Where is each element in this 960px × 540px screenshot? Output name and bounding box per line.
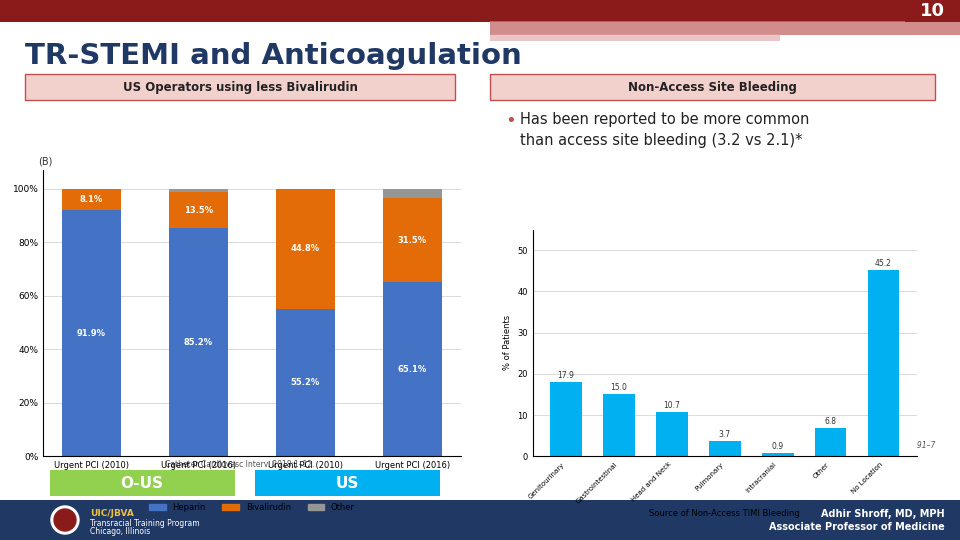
Text: 44.8%: 44.8% [291, 244, 320, 253]
Text: 15.0: 15.0 [611, 383, 628, 393]
Text: 45.2: 45.2 [876, 259, 892, 268]
Bar [383, 198, 442, 282]
Bar [762, 453, 794, 456]
Text: Non-Access Site Bleeding: Non-Access Site Bleeding [628, 80, 797, 93]
Bar [708, 441, 741, 456]
Text: 55.2%: 55.2% [291, 378, 320, 387]
Bar [490, 74, 935, 100]
Text: 17.9: 17.9 [558, 372, 574, 380]
Text: O-US: O-US [121, 476, 163, 490]
Bar [868, 270, 900, 456]
Text: 13.5%: 13.5% [184, 206, 213, 215]
Text: •: • [505, 112, 516, 130]
Bar [0, 500, 960, 540]
Text: 10.7: 10.7 [663, 401, 681, 410]
Text: Has been reported to be more common
than access site bleeding (3.2 vs 2.1)*: Has been reported to be more common than… [520, 112, 809, 148]
Text: US: US [335, 476, 359, 490]
Text: 85.2%: 85.2% [184, 338, 213, 347]
Bar [550, 382, 582, 456]
Bar [62, 211, 121, 456]
Text: 91.9%: 91.9% [77, 329, 107, 338]
Text: 3.7: 3.7 [719, 430, 731, 439]
Text: Associate Professor of Medicine: Associate Professor of Medicine [769, 522, 945, 532]
Bar [62, 189, 121, 211]
Bar [490, 21, 960, 35]
Bar [169, 192, 228, 228]
Text: 10: 10 [920, 2, 945, 20]
Text: US Operators using less Bivalirudin: US Operators using less Bivalirudin [123, 80, 357, 93]
Legend: Heparin, Bivalirudin, Other: Heparin, Bivalirudin, Other [146, 500, 358, 515]
Bar [25, 74, 455, 100]
Bar [490, 34, 780, 41]
Text: *J Am Coll Cardiol Intv 2011;4:191–7: *J Am Coll Cardiol Intv 2011;4:191–7 [796, 441, 935, 449]
Bar [50, 470, 235, 496]
Bar [603, 394, 635, 456]
Bar [169, 189, 228, 192]
Bar [276, 309, 335, 456]
Bar [383, 282, 442, 456]
Y-axis label: % of Patients: % of Patients [503, 315, 512, 370]
Bar [815, 428, 847, 456]
Text: Transracial Training Program: Transracial Training Program [90, 518, 200, 528]
Circle shape [51, 506, 79, 534]
Text: 0.9: 0.9 [772, 442, 783, 450]
Bar [656, 412, 687, 456]
Bar [169, 228, 228, 456]
Text: 31.5%: 31.5% [397, 235, 427, 245]
Text: UIC/JBVA: UIC/JBVA [90, 509, 133, 517]
Text: TR-STEMI and Anticoagulation: TR-STEMI and Anticoagulation [25, 42, 521, 70]
Text: Catheter Cardiovasc Interv. 2018;1–12.: Catheter Cardiovasc Interv. 2018;1–12. [165, 460, 315, 469]
Bar [276, 189, 335, 309]
Bar [0, 0, 960, 22]
Bar [383, 189, 442, 198]
Bar [255, 470, 440, 496]
Bar [905, 0, 960, 22]
Text: (B): (B) [38, 157, 53, 167]
Text: Chicago, Illinois: Chicago, Illinois [90, 528, 151, 537]
Text: Adhir Shroff, MD, MPH: Adhir Shroff, MD, MPH [822, 509, 945, 519]
Text: 6.8: 6.8 [825, 417, 836, 426]
Text: 8.1%: 8.1% [80, 195, 104, 204]
Circle shape [54, 509, 76, 531]
X-axis label: Source of Non-Access TIMI Bleeding: Source of Non-Access TIMI Bleeding [649, 509, 801, 518]
Text: 65.1%: 65.1% [397, 364, 427, 374]
